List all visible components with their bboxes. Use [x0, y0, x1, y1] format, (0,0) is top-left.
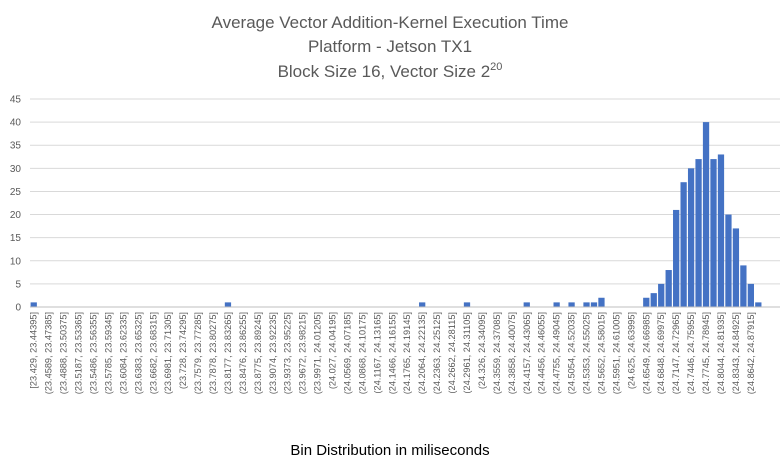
- x-tick-label: (23.6383, 23.65325]: [133, 312, 143, 394]
- y-tick-label: 40: [10, 118, 22, 129]
- x-tick-label: (24.5951, 24.61005]: [611, 312, 621, 394]
- y-axis-ticks: 0 5 10 15 20 25 30 35 40 45: [10, 95, 22, 314]
- histogram-bar: [673, 209, 680, 307]
- chart-title-superscript: 20: [490, 61, 502, 73]
- x-tick-label: (23.8476, 23.86255]: [238, 312, 248, 394]
- histogram-bar: [583, 302, 590, 307]
- histogram-bar: [224, 302, 232, 307]
- histogram-bar: [523, 302, 530, 307]
- x-axis-label: Bin Distribution in miliseconds: [290, 442, 489, 459]
- x-tick-label: (23.5187, 23.53365]: [74, 312, 84, 394]
- x-tick-label: [23.429, 23.44395]: [29, 312, 39, 389]
- x-tick-label: (24.2961, 24.31105]: [462, 312, 472, 394]
- x-tick-label: (24.326, 24.34095]: [477, 312, 487, 389]
- x-tick-label: (24.4157, 24.43065]: [522, 312, 532, 394]
- x-tick-label: (24.6848, 24.69975]: [656, 312, 666, 394]
- x-tick-label: (24.4755, 24.49045]: [552, 312, 562, 394]
- histogram-bar: [643, 297, 650, 307]
- x-tick-label: (23.6682, 23.68315]: [148, 312, 158, 394]
- histogram-bar: [658, 283, 665, 307]
- x-tick-label: (24.8642, 24.87915]: [746, 312, 756, 394]
- histogram-bar: [725, 214, 732, 307]
- x-tick-label: (23.4589, 23.47385]: [44, 312, 54, 394]
- y-tick-label: 5: [15, 279, 21, 290]
- chart-title-line-1: Average Vector Addition-Kernel Execution…: [212, 13, 569, 32]
- x-tick-label: (24.1167, 24.13165]: [372, 312, 382, 394]
- x-tick-label: (24.7446, 24.75955]: [686, 312, 696, 394]
- histogram-bar: [553, 302, 560, 307]
- histogram-bar: [747, 283, 754, 307]
- x-tick-label: (23.5785, 23.59345]: [103, 312, 113, 394]
- x-tick-label: (24.4456, 24.46055]: [537, 312, 547, 394]
- x-tick-label: (23.4888, 23.50375]: [59, 312, 69, 394]
- x-tick-label: (23.5486, 23.56355]: [88, 312, 98, 394]
- x-tick-label: (24.0868, 24.10175]: [357, 312, 367, 394]
- x-tick-label: (24.6549, 24.66985]: [641, 312, 651, 394]
- x-tick-label: (24.8044, 24.81935]: [716, 312, 726, 394]
- y-tick-label: 45: [10, 95, 22, 106]
- y-tick-label: 30: [10, 164, 22, 175]
- histogram-bar: [687, 168, 695, 307]
- histogram-bar: [717, 154, 725, 307]
- histogram-bar: [695, 159, 702, 307]
- x-tick-label: (24.5054, 24.52035]: [567, 312, 577, 394]
- x-axis-ticks: [23.429, 23.44395] (23.4589, 23.47385] (23…: [29, 312, 756, 394]
- x-tick-label: (23.9074, 23.92235]: [268, 312, 278, 394]
- x-tick-label: (24.1466, 24.16155]: [387, 312, 397, 394]
- histogram-bar: [650, 293, 657, 307]
- histogram-bar: [463, 302, 471, 307]
- x-tick-label: (24.0569, 24.07185]: [342, 312, 352, 394]
- histogram-bar: [419, 302, 426, 307]
- y-tick-label: 35: [10, 141, 22, 152]
- gridlines: [30, 98, 780, 285]
- histogram-bar: [30, 302, 37, 307]
- x-tick-label: (24.3559, 24.37085]: [492, 312, 502, 394]
- x-tick-label: (24.3858, 24.40075]: [507, 312, 517, 394]
- x-tick-label: (24.8343, 24.84925]: [731, 312, 741, 394]
- x-tick-label: (23.9971, 24.01205]: [313, 312, 323, 394]
- x-tick-label: (23.7579, 23.77285]: [193, 312, 203, 394]
- x-tick-label: (23.9373, 23.95225]: [283, 312, 293, 394]
- x-tick-label: (24.5353, 24.55025]: [582, 312, 592, 394]
- chart-title: Average Vector Addition-Kernel Execution…: [212, 13, 569, 81]
- x-tick-label: (23.8177, 23.83265]: [223, 312, 233, 394]
- x-tick-label: (24.625, 24.63995]: [626, 312, 636, 389]
- x-tick-label: (23.9672, 23.98215]: [298, 312, 308, 394]
- x-tick-label: (23.6981, 23.71305]: [163, 312, 173, 394]
- histogram-bar: [680, 182, 687, 307]
- histogram-bar: [568, 302, 575, 307]
- chart-title-line-3: Block Size 16, Vector Size 220: [278, 61, 503, 81]
- bars: [30, 122, 762, 307]
- x-tick-label: (24.2363, 24.25125]: [432, 312, 442, 394]
- histogram-bar: [702, 122, 710, 307]
- y-tick-label: 0: [15, 303, 21, 314]
- y-tick-label: 15: [10, 233, 22, 244]
- histogram-bar: [732, 228, 740, 307]
- histogram-bar: [598, 297, 605, 307]
- x-tick-label: (23.728, 23.74295]: [178, 312, 188, 389]
- histogram-bar: [710, 159, 717, 307]
- chart-title-line-3-text: Block Size 16, Vector Size 2: [278, 62, 491, 81]
- x-tick-label: (24.5652, 24.58015]: [596, 312, 606, 394]
- x-tick-label: (23.7878, 23.80275]: [208, 312, 218, 394]
- y-tick-label: 10: [10, 256, 22, 267]
- histogram-bar: [755, 302, 762, 307]
- histogram-bar: [665, 270, 672, 307]
- chart-title-line-2: Platform - Jetson TX1: [308, 37, 472, 56]
- x-tick-label: (23.6084, 23.62335]: [118, 312, 128, 394]
- x-tick-label: (23.8775, 23.89245]: [253, 312, 263, 394]
- y-tick-label: 20: [10, 210, 22, 221]
- x-tick-label: (24.2662, 24.28115]: [447, 312, 457, 394]
- histogram-bar: [590, 302, 598, 307]
- x-tick-label: (24.7147, 24.72965]: [671, 312, 681, 394]
- x-tick-label: (24.7745, 24.78945]: [701, 312, 711, 394]
- x-tick-label: (24.027, 24.04195]: [328, 312, 338, 389]
- y-tick-label: 25: [10, 187, 22, 198]
- histogram-bar: [740, 265, 747, 307]
- x-tick-label: (24.1765, 24.19145]: [402, 312, 412, 394]
- x-tick-label: (24.2064, 24.22135]: [417, 312, 427, 394]
